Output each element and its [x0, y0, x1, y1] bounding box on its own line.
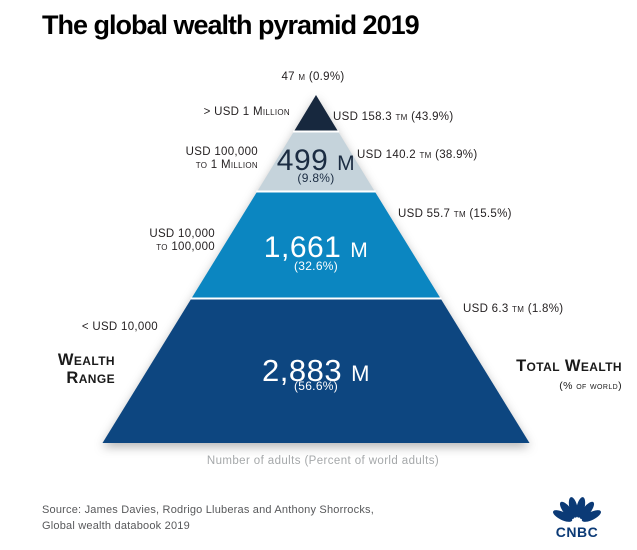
- tier2-adults-value: 499 m: [276, 144, 356, 177]
- tier2-wealth-label: USD 140.2 tm (38.9%): [357, 149, 478, 161]
- tier3-adults-value: 1,661 m: [263, 231, 369, 264]
- x-axis-label: Number of adults (Percent of world adult…: [206, 455, 440, 467]
- tier2-range-line2: to 1 Million: [195, 159, 258, 171]
- pyramid-tiers: [102, 95, 530, 443]
- left-axis-title-line1: Wealth: [57, 351, 115, 369]
- source-note: Source: James Davies, Rodrigo Lluberas a…: [42, 503, 374, 534]
- tier3-range-line1: USD 10,000: [149, 228, 215, 240]
- left-axis-title: Wealth Range: [57, 351, 115, 387]
- tier3-range-line2: to 100,000: [156, 241, 215, 253]
- right-axis-title: Total Wealth (% of world): [490, 357, 622, 395]
- tier1-wealth-label: USD 158.3 tm (43.9%): [333, 111, 454, 123]
- left-axis-title-line2: Range: [66, 368, 115, 387]
- tier4-adults-value: 2,883 m: [261, 353, 370, 388]
- tier3-adults-percent: (32.6%): [293, 259, 339, 273]
- cnbc-logo-graphic: CNBC: [553, 497, 601, 540]
- tier2-range-label: USD 100,000 to 1 Million: [186, 146, 258, 172]
- tier1-range-label: > USD 1 Million: [203, 106, 290, 118]
- tier3-range-label: USD 10,000 to 100,000: [149, 228, 215, 254]
- tier2-adults-percent: (9.8%): [297, 171, 335, 185]
- page-title: The global wealth pyramid 2019: [42, 10, 420, 40]
- pyramid-tier-top: [293, 95, 339, 132]
- right-axis-title-main: Total Wealth: [516, 357, 622, 375]
- cnbc-logo: CNBC: [551, 494, 603, 547]
- source-line1: Source: James Davies, Rodrigo Lluberas a…: [42, 504, 374, 516]
- tier4-wealth-label: USD 6.3 tm (1.8%): [463, 303, 564, 315]
- source-line2: Global wealth databook 2019: [42, 519, 190, 532]
- tier2-range-line1: USD 100,000: [185, 146, 258, 158]
- tier1-adults-label: 47 m (0.9%): [281, 71, 345, 83]
- tier4-adults-percent: (56.6%): [293, 379, 339, 393]
- cnbc-logo-text: CNBC: [556, 524, 598, 540]
- tier4-range-label: < USD 10,000: [81, 321, 158, 333]
- pyramid-tier-lower-middle: [191, 191, 441, 299]
- pyramid-tier-base: [102, 298, 530, 443]
- tier3-wealth-label: USD 55.7 tm (15.5%): [398, 208, 512, 220]
- pyramid-tier-upper-middle: [257, 131, 375, 192]
- cnbc-peacock-icon: CNBC: [553, 497, 601, 540]
- right-axis-subtitle: (% of world): [559, 379, 622, 392]
